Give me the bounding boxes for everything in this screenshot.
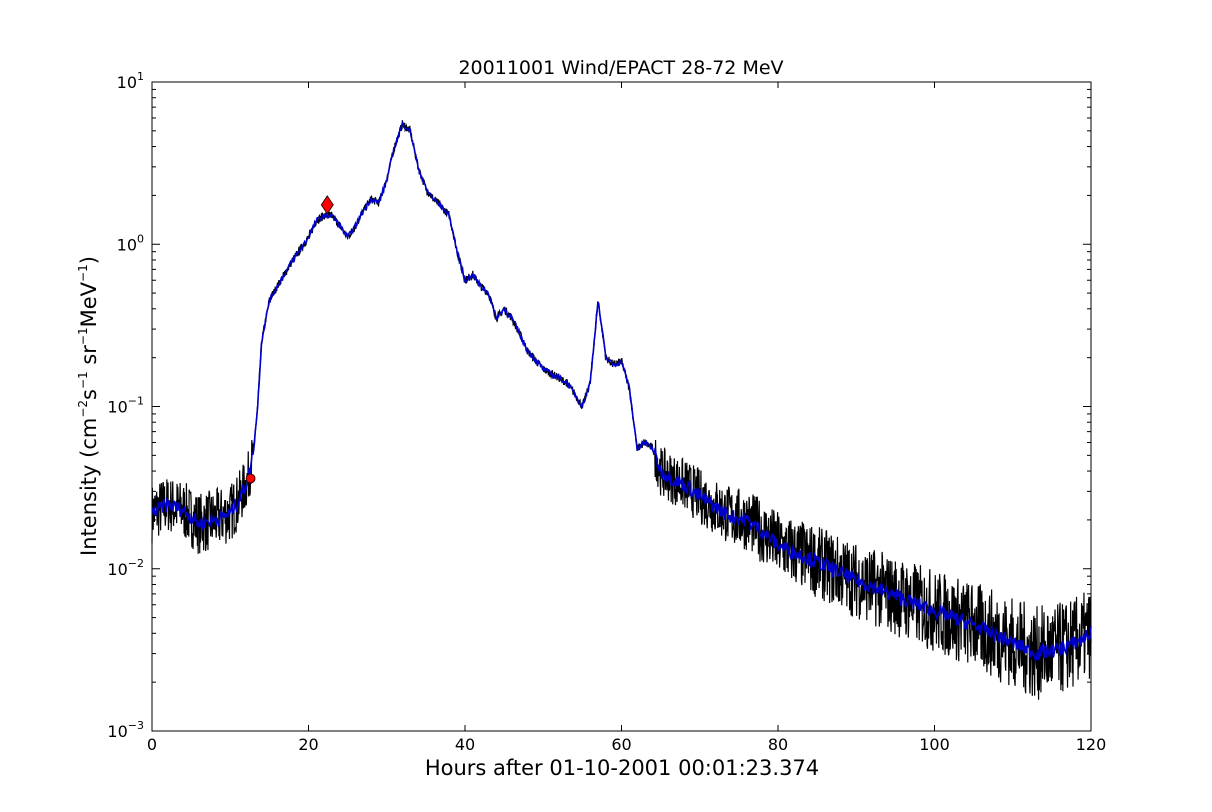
x-tick-label: 80 — [768, 735, 788, 754]
peak-marker-diamond — [320, 195, 334, 215]
y-label-suffix: ) — [77, 256, 101, 264]
x-axis-ticks: 0 20 40 60 80 100 120 — [147, 82, 1106, 754]
y-tick-label: 100 — [117, 232, 144, 254]
y-label-exp1: −2 — [76, 400, 90, 418]
y-axis-label: Intensity (cm−2s−1 sr−1MeV−1) — [76, 256, 101, 556]
x-tick-label: 0 — [147, 735, 157, 754]
y-tick-label: 10−3 — [107, 719, 144, 741]
x-tick-label: 40 — [455, 735, 475, 754]
y-axis-ticks: 10−3 10−2 10−1 100 101 — [107, 70, 1091, 741]
series-line-smoothed — [151, 120, 1092, 661]
x-tick-label: 60 — [611, 735, 631, 754]
y-label-mid1: s — [77, 389, 101, 400]
y-label-mid2: sr — [77, 345, 101, 372]
onset-marker-circle — [245, 473, 256, 484]
x-tick-label: 120 — [1076, 735, 1107, 754]
marker-layer — [245, 195, 334, 484]
x-tick-label: 20 — [298, 735, 318, 754]
y-label-mid3: MeV — [77, 281, 101, 327]
series-line-raw — [151, 120, 1092, 700]
series-layer — [151, 120, 1092, 700]
x-axis-label: Hours after 01-10-2001 00:01:23.374 — [425, 756, 819, 780]
y-label-prefix: Intensity (cm — [77, 418, 101, 556]
y-label-exp4: −1 — [76, 264, 90, 282]
y-label-exp3: −1 — [76, 327, 90, 345]
y-tick-label: 101 — [117, 70, 144, 92]
y-label-exp2: −1 — [76, 371, 90, 389]
y-tick-label: 10−2 — [107, 557, 144, 579]
chart-title: 20011001 Wind/EPACT 28-72 MeV — [458, 57, 783, 79]
x-tick-label: 100 — [919, 735, 950, 754]
y-tick-label: 10−1 — [107, 395, 144, 417]
